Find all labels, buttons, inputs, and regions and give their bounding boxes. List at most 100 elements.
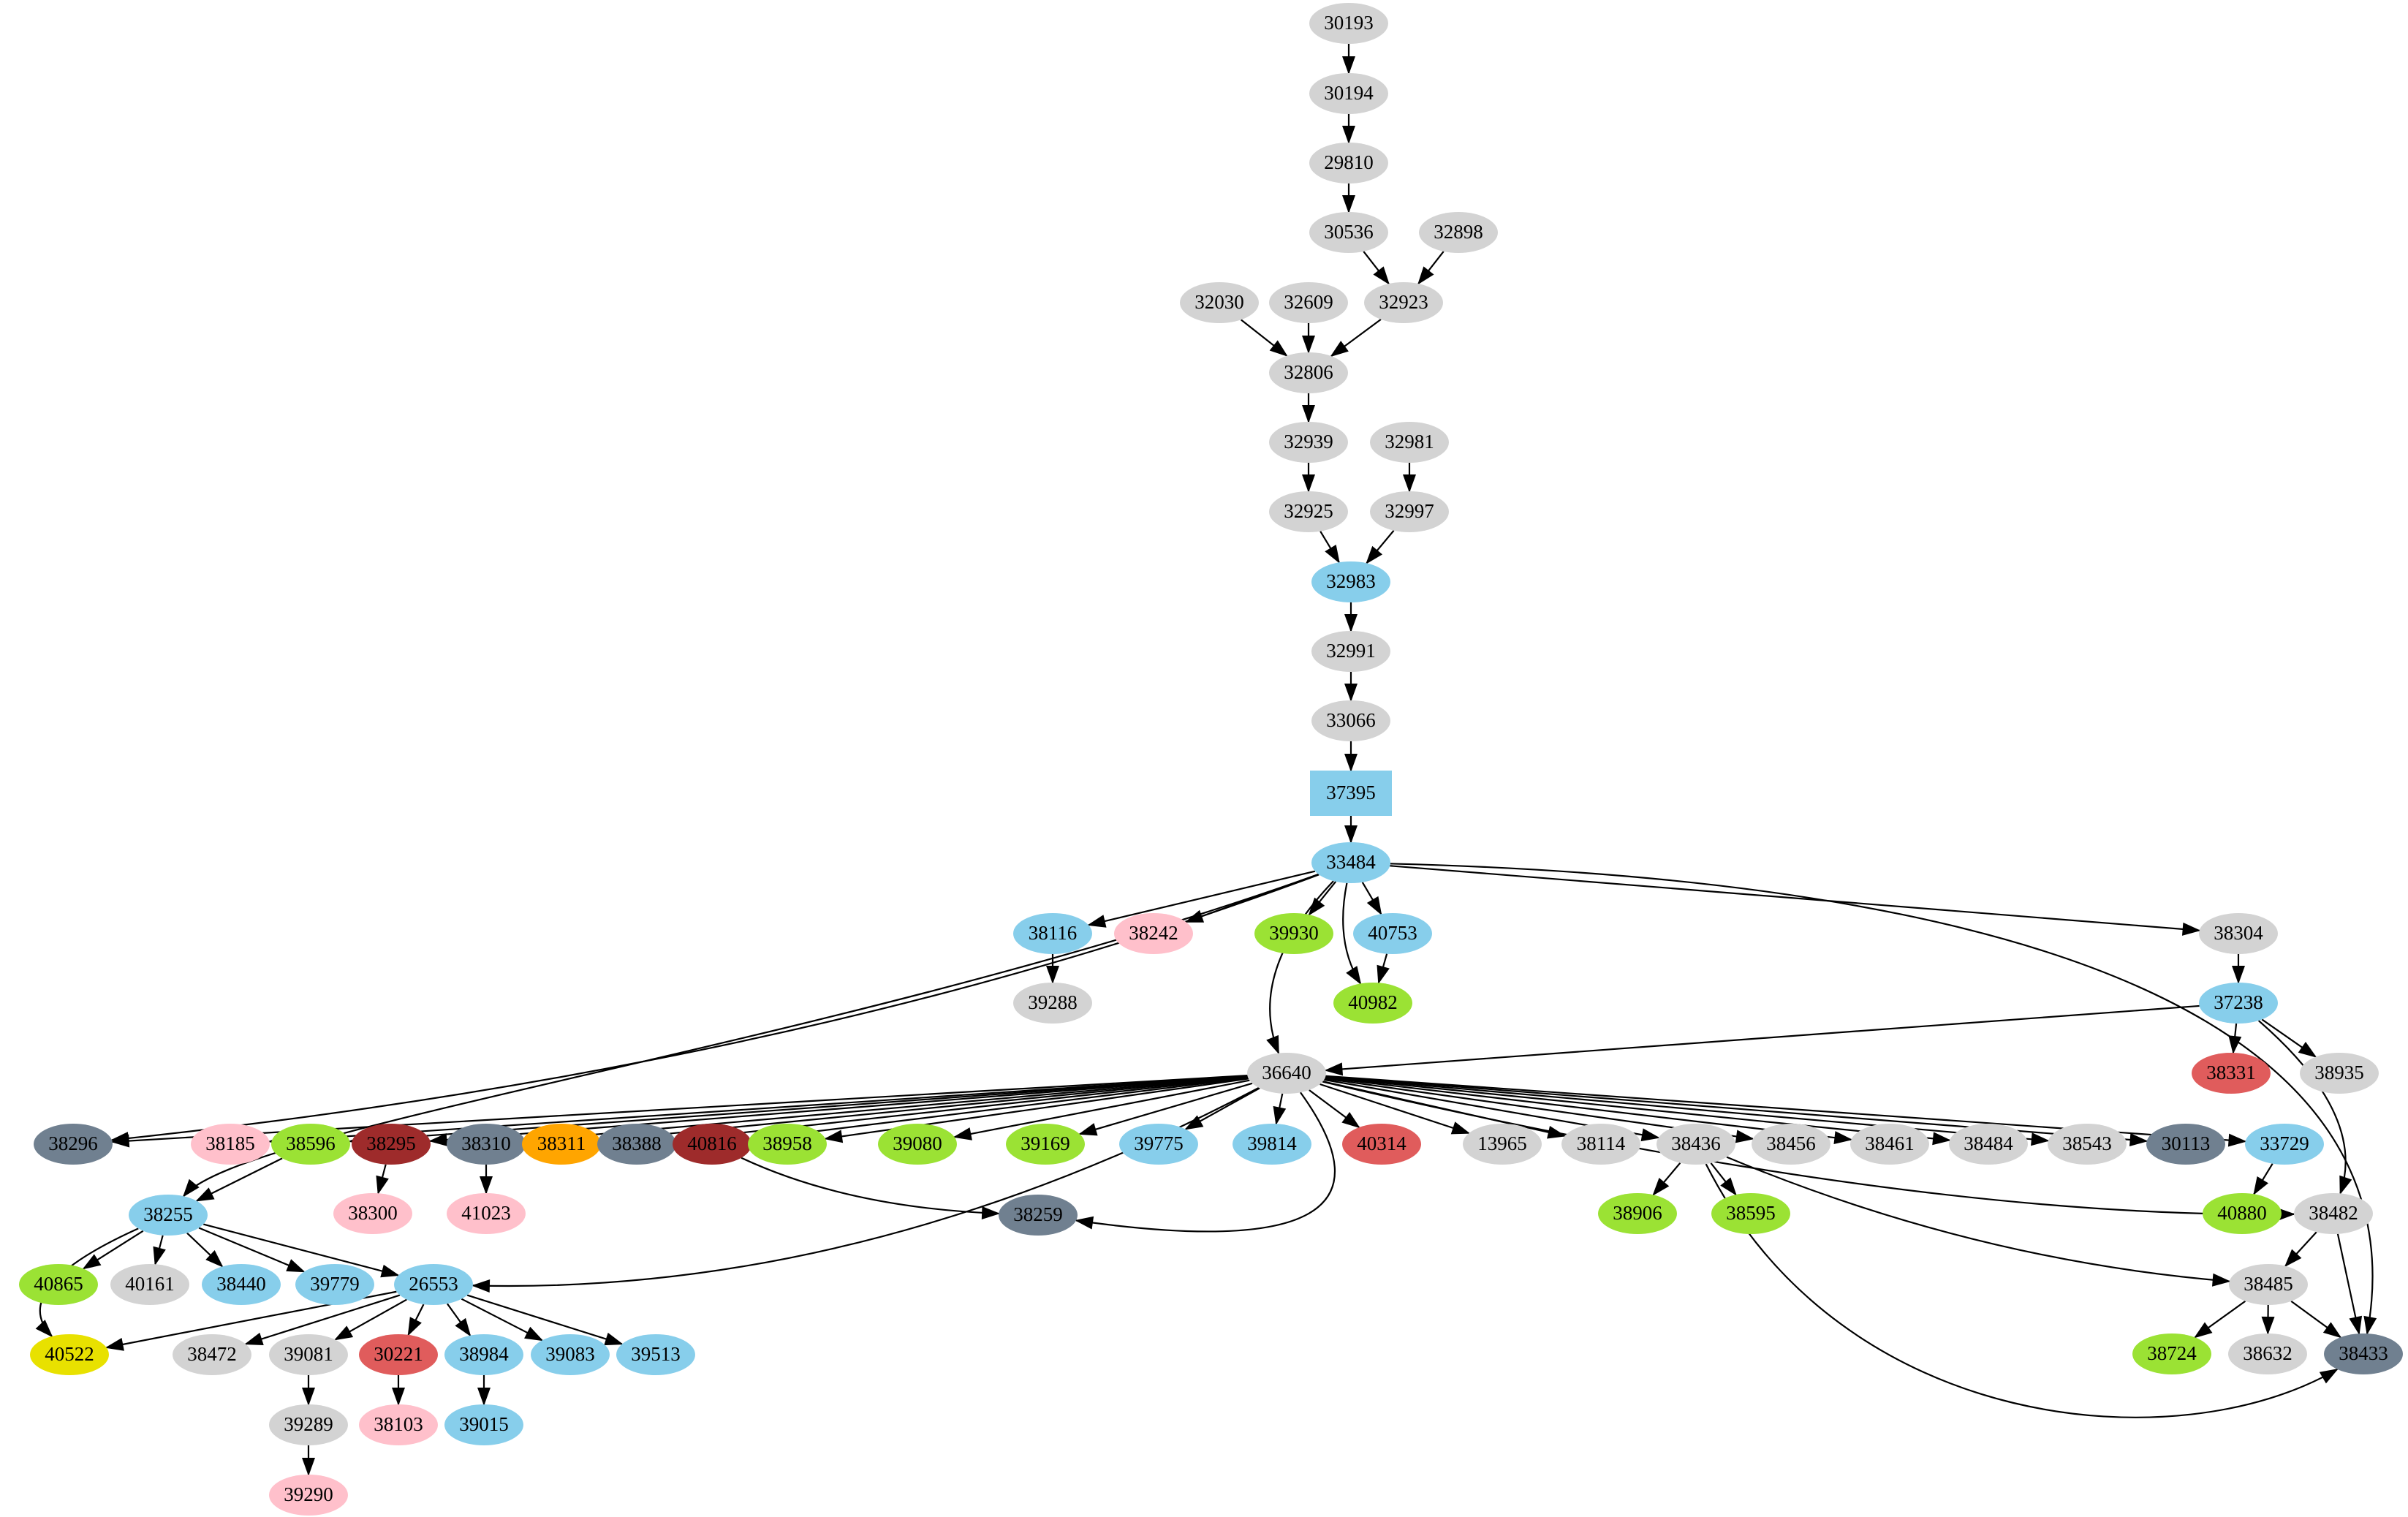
node-ellipse-38255: [129, 1195, 208, 1236]
edge-32923-32806: [1330, 319, 1382, 358]
node-label-38185: 38185: [205, 1132, 255, 1154]
node-ellipse-32030: [1180, 282, 1259, 323]
edge-26553-39513: [466, 1294, 624, 1346]
node-ellipse-39779: [295, 1264, 374, 1305]
node-ellipse-37238: [2199, 983, 2278, 1024]
node-38103: 38103: [359, 1404, 438, 1445]
node-label-39814: 39814: [1247, 1132, 1297, 1154]
node-label-38595: 38595: [1726, 1202, 1776, 1224]
edge-36640-38185: [268, 1075, 1248, 1147]
node-38456: 38456: [1752, 1124, 1830, 1165]
node-40753: 40753: [1353, 913, 1432, 954]
node-label-38935: 38935: [2314, 1062, 2364, 1083]
node-ellipse-38984: [444, 1334, 523, 1375]
node-label-32923: 32923: [1379, 291, 1428, 313]
node-ellipse-38304: [2199, 913, 2278, 954]
node-ellipse-40753: [1353, 913, 1432, 954]
node-38484: 38484: [1949, 1124, 2028, 1165]
node-label-32991: 32991: [1326, 640, 1376, 662]
node-label-40161: 40161: [125, 1273, 175, 1295]
node-ellipse-38461: [1850, 1124, 1929, 1165]
node-37395: 37395: [1310, 771, 1392, 816]
node-ellipse-40982: [1333, 983, 1412, 1024]
edge-33484-36640: [1266, 880, 1334, 1055]
node-label-38984: 38984: [459, 1343, 509, 1365]
edge-36640-40816: [749, 1077, 1249, 1144]
node-label-39513: 39513: [631, 1343, 681, 1365]
edge-38485-38724: [2193, 1300, 2246, 1339]
node-label-39080: 39080: [893, 1132, 942, 1154]
node-38440: 38440: [202, 1264, 281, 1305]
node-ellipse-38436: [1657, 1124, 1735, 1165]
node-label-38543: 38543: [2062, 1132, 2112, 1154]
node-ellipse-38632: [2228, 1333, 2307, 1374]
node-38255: 38255: [129, 1195, 208, 1236]
node-39288: 39288: [1013, 983, 1092, 1024]
node-ellipse-39513: [616, 1334, 695, 1375]
node-label-38724: 38724: [2147, 1342, 2197, 1364]
node-ellipse-33066: [1311, 700, 1390, 741]
node-ellipse-38543: [2048, 1124, 2127, 1165]
node-ellipse-32983: [1311, 561, 1390, 602]
edge-32997-32983: [1366, 529, 1395, 564]
node-ellipse-40816: [673, 1124, 751, 1165]
node-ellipse-30221: [359, 1334, 438, 1375]
node-32939: 32939: [1269, 422, 1348, 463]
node-32806: 32806: [1269, 352, 1348, 393]
node-ellipse-38388: [597, 1124, 676, 1165]
node-ellipse-39775: [1119, 1124, 1198, 1165]
node-13965: 13965: [1463, 1124, 1542, 1165]
node-36640: 36640: [1247, 1053, 1326, 1094]
node-label-39288: 39288: [1028, 991, 1078, 1013]
node-label-39015: 39015: [459, 1413, 509, 1435]
node-38114: 38114: [1561, 1124, 1640, 1165]
edge-33729-40880: [2253, 1163, 2273, 1196]
node-label-32806: 32806: [1284, 361, 1333, 383]
node-ellipse-32898: [1419, 212, 1498, 253]
edge-38436-38485: [1726, 1156, 2231, 1287]
node-38311: 38311: [522, 1124, 601, 1165]
edge-36640-39814: [1273, 1093, 1287, 1126]
node-38984: 38984: [444, 1334, 523, 1375]
node-26553: 26553: [394, 1264, 473, 1305]
node-ellipse-40314: [1342, 1124, 1421, 1165]
edge-36640-38259: [1075, 1092, 1336, 1233]
node-label-32898: 32898: [1434, 221, 1483, 243]
node-label-30193: 30193: [1324, 12, 1374, 34]
node-label-38906: 38906: [1613, 1202, 1662, 1224]
node-ellipse-38440: [202, 1264, 281, 1305]
node-32981: 32981: [1370, 422, 1449, 463]
node-label-38484: 38484: [1964, 1132, 2013, 1154]
node-ellipse-33484: [1311, 842, 1390, 883]
node-ellipse-39814: [1233, 1124, 1311, 1165]
node-label-38485: 38485: [2244, 1273, 2293, 1295]
edge-37238-36640: [1324, 1005, 2200, 1076]
node-40314: 40314: [1342, 1124, 1421, 1165]
node-32609: 32609: [1269, 282, 1348, 323]
edge-38255-40865: [82, 1230, 144, 1270]
node-label-33066: 33066: [1326, 709, 1376, 731]
node-ellipse-38724: [2132, 1333, 2211, 1374]
node-ellipse-26553: [394, 1264, 473, 1305]
edge-33484-38116: [1087, 870, 1316, 928]
edge-36640-26553: [471, 1086, 1260, 1293]
node-29810: 29810: [1309, 143, 1388, 184]
edge-36640-38543: [1325, 1075, 2050, 1146]
node-ellipse-38331: [2192, 1053, 2271, 1094]
node-38543: 38543: [2048, 1124, 2127, 1165]
node-ellipse-38935: [2300, 1053, 2379, 1094]
node-label-33729: 33729: [2260, 1132, 2309, 1154]
node-38242: 38242: [1114, 913, 1193, 954]
node-ellipse-32981: [1370, 422, 1449, 463]
node-38300: 38300: [333, 1193, 412, 1234]
node-38482: 38482: [2294, 1193, 2373, 1234]
node-ellipse-32991: [1311, 631, 1390, 672]
edge-26553-30221: [407, 1304, 425, 1336]
node-38595: 38595: [1711, 1193, 1790, 1234]
node-ellipse-38456: [1752, 1124, 1830, 1165]
node-label-40753: 40753: [1368, 922, 1417, 944]
node-label-38296: 38296: [48, 1132, 98, 1154]
node-label-32030: 32030: [1194, 291, 1244, 313]
node-ellipse-32925: [1269, 491, 1348, 532]
node-30221: 30221: [359, 1334, 438, 1375]
